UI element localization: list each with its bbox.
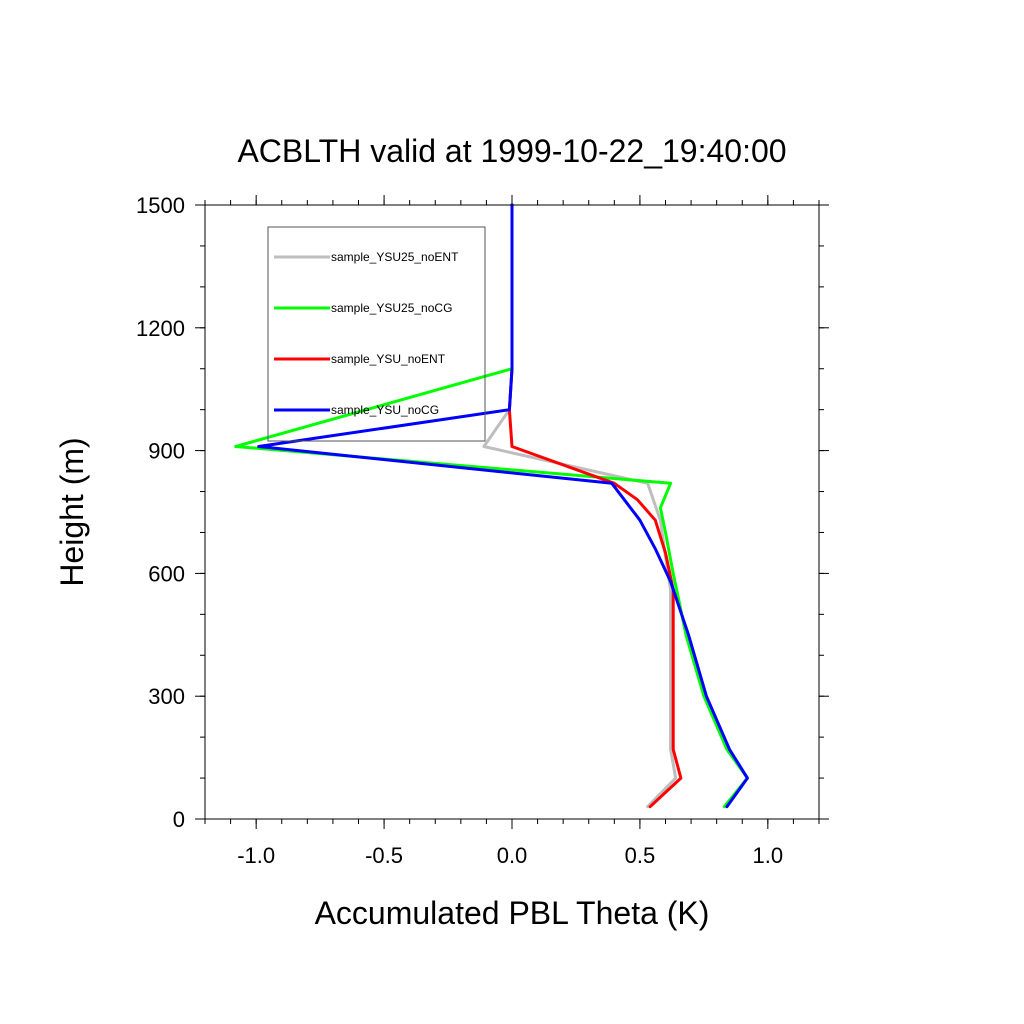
y-axis-label: Height (m): [54, 437, 90, 586]
y-tick-label: 1200: [136, 316, 185, 341]
y-tick-label: 0: [173, 807, 185, 832]
y-tick-label: 300: [148, 684, 185, 709]
axis-ticks: -1.0 -0.5 0.0 0.5 1.0 0 300 600 900 1200 1500: [136, 193, 829, 868]
legend-box: [267, 226, 486, 442]
legend-label: sample_YSU25_noCG: [331, 301, 452, 315]
x-tick-label: -1.0: [237, 843, 275, 868]
chart-title: ACBLTH valid at 1999-10-22_19:40:00: [237, 133, 786, 169]
plot-frame: [204, 204, 820, 820]
legend: sample_YSU25_noENT sample_YSU25_noCGsampl…: [267, 226, 486, 442]
x-tick-label: 0.5: [625, 843, 656, 868]
data-lines: [234, 203, 749, 809]
x-axis-label: Accumulated PBL Theta (K): [315, 895, 710, 931]
x-tick-label: -0.5: [365, 843, 403, 868]
x-tick-label: 1.0: [753, 843, 784, 868]
y-tick-label: 900: [148, 439, 185, 464]
series-line-sample_YSU_noCG: [257, 203, 749, 809]
y-tick-label: 600: [148, 561, 185, 586]
legend-label: sample_YSU25_noENT: [331, 250, 459, 264]
x-tick-label: 0.0: [497, 843, 528, 868]
legend-label: sample_YSU_noENT: [331, 352, 446, 366]
legend-label: sample_YSU_noCG: [331, 403, 439, 417]
y-tick-label: 1500: [136, 193, 185, 218]
